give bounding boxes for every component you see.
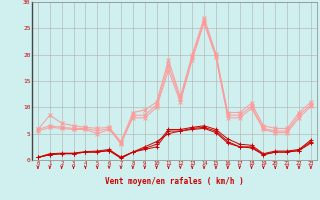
X-axis label: Vent moyen/en rafales ( km/h ): Vent moyen/en rafales ( km/h ): [105, 178, 244, 186]
